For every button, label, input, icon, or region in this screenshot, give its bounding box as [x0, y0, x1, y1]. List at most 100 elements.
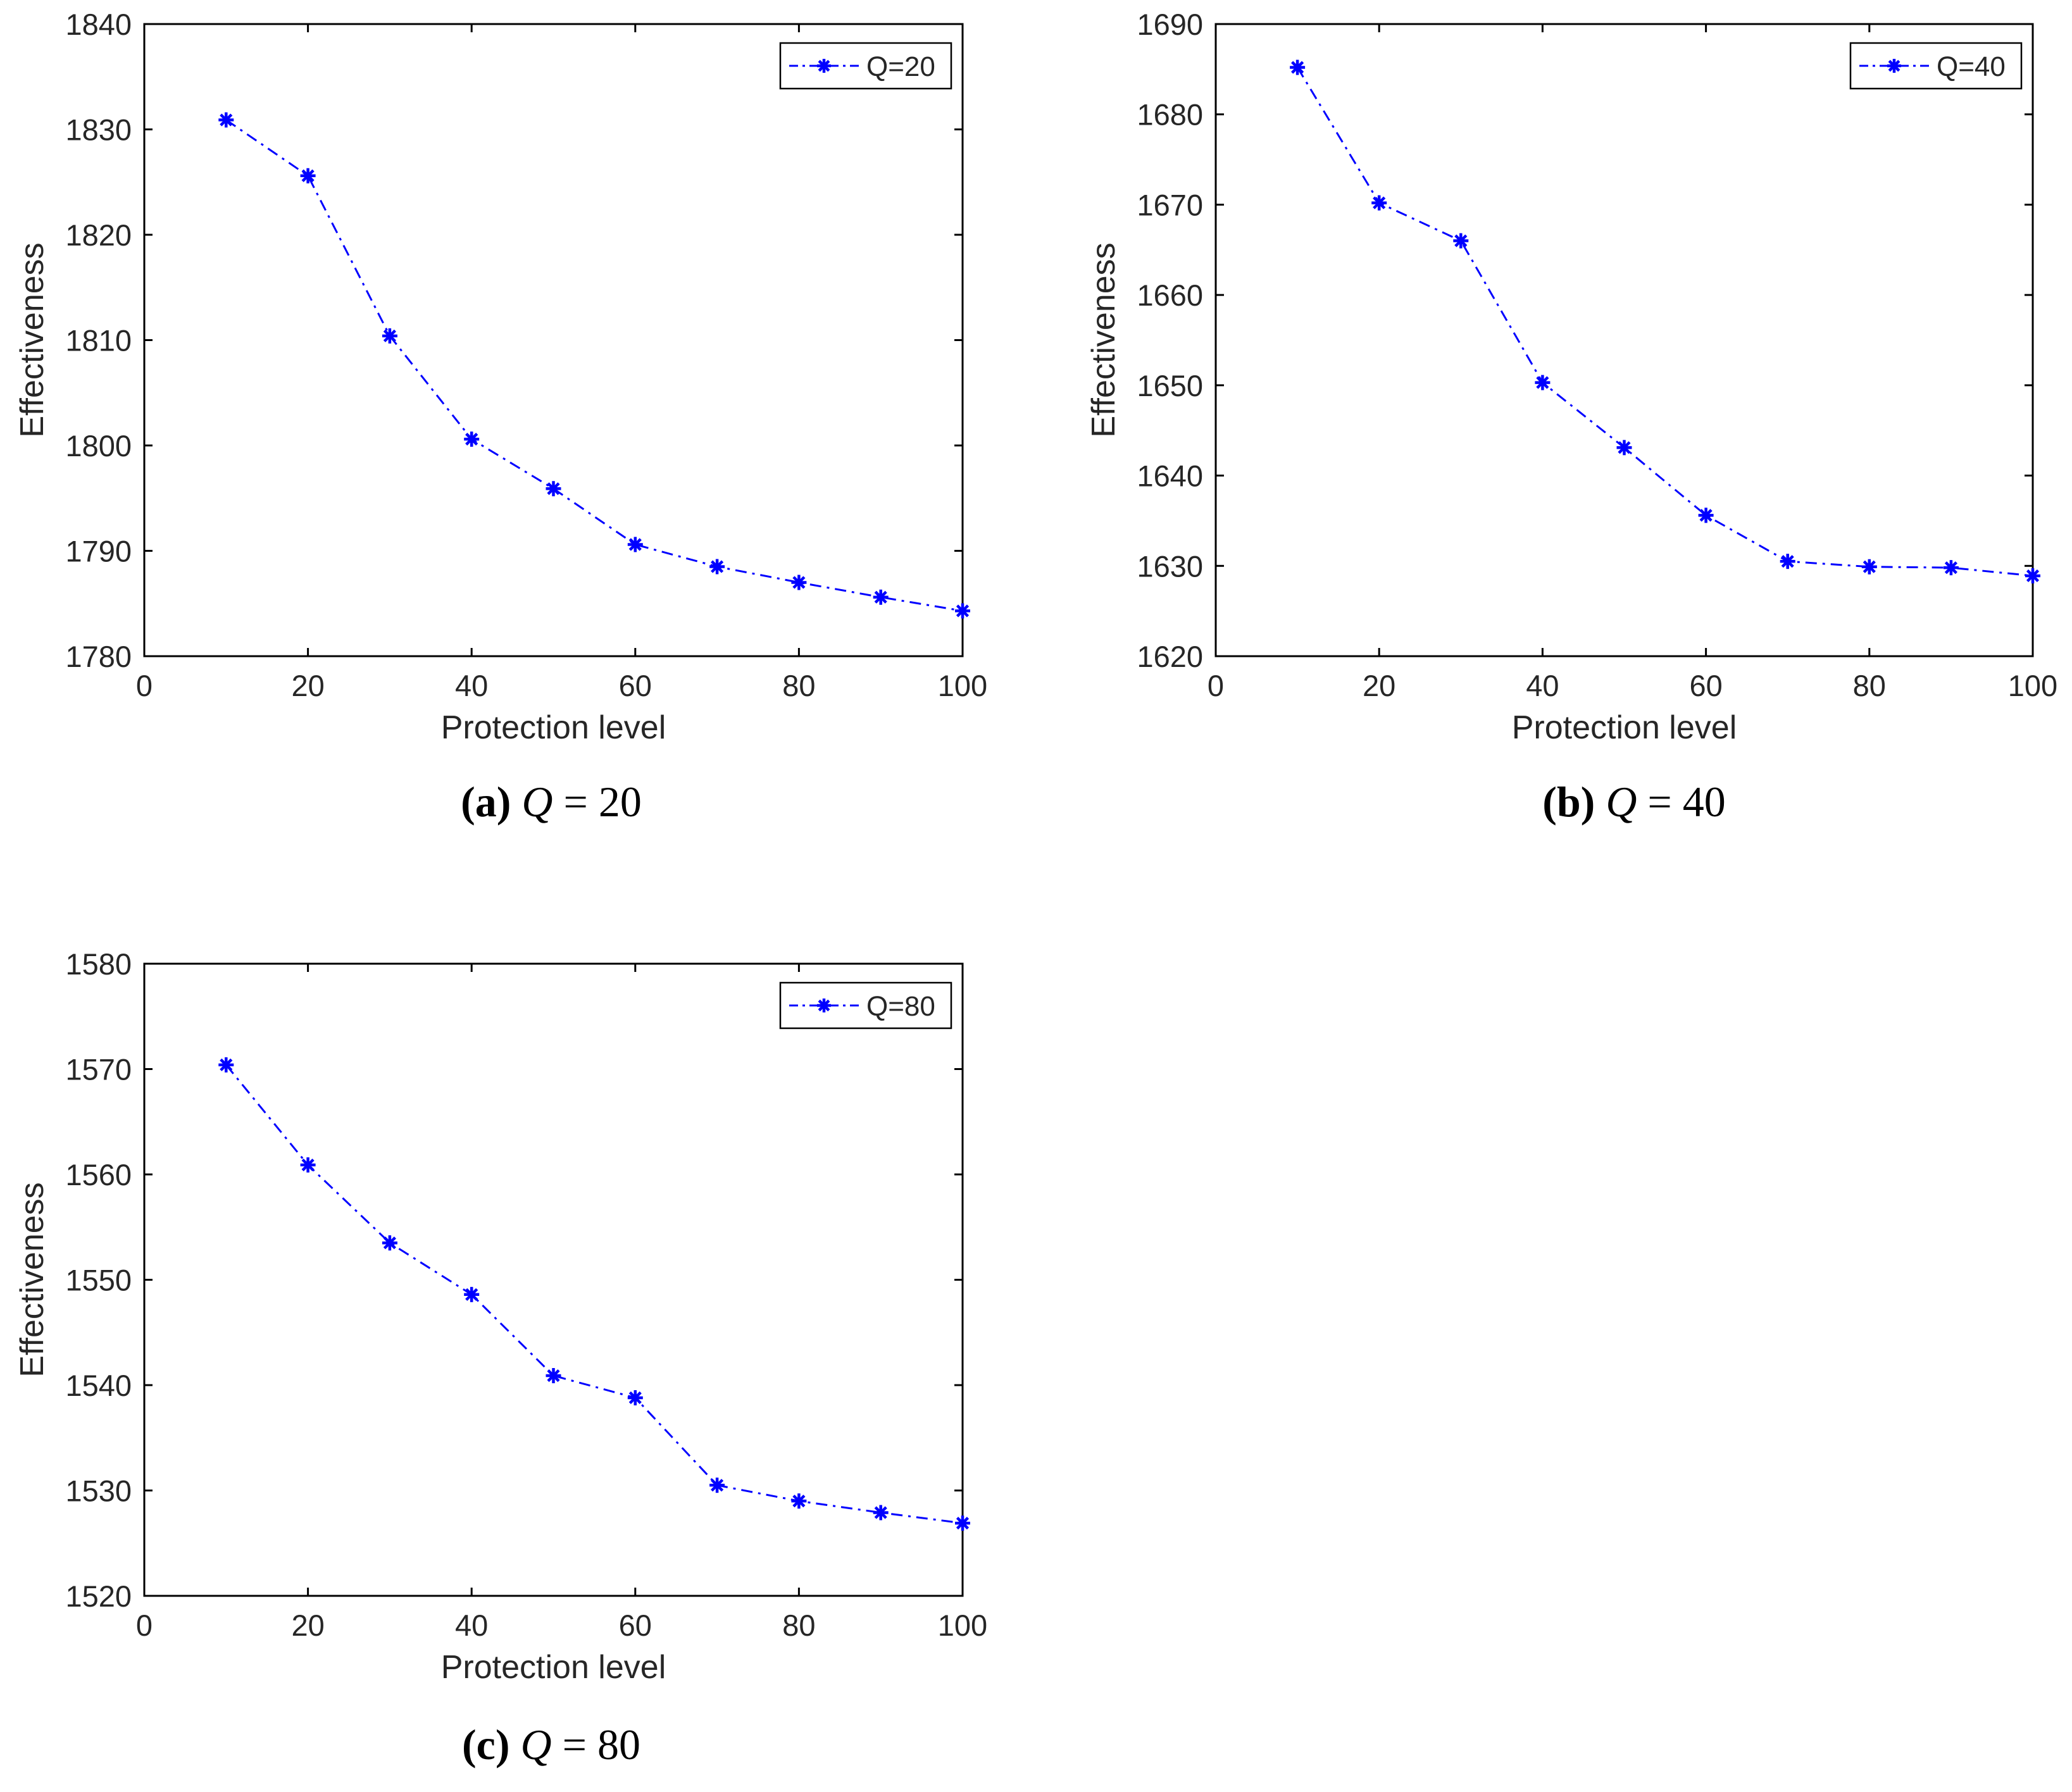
caption-variable: Q: [521, 778, 553, 826]
plot-area: [1214, 23, 2034, 657]
y-tick-label: 1690: [1137, 8, 1203, 41]
data-point: [627, 537, 643, 552]
legend: Q=40: [1849, 42, 2023, 90]
series-line: [225, 1064, 963, 1524]
data-point: [873, 589, 889, 605]
x-tick-label: 80: [782, 669, 815, 702]
y-tick-label: 1570: [65, 1053, 132, 1086]
data-point: [709, 559, 725, 575]
data-point: [1698, 507, 1714, 523]
caption-variable: Q: [520, 1720, 552, 1769]
legend: Q=80: [779, 981, 952, 1030]
data-point: [709, 1478, 725, 1493]
legend-marker: [1887, 59, 1901, 73]
chart-c: 0 20 40 60 80 100 1520 1530 1540 1550 1560 1570 1580…: [14, 947, 987, 1686]
x-tick-label: 100: [938, 669, 987, 702]
y-tick-label: 1780: [65, 640, 132, 673]
data-point: [382, 1235, 397, 1251]
y-axis-label: Effectiveness: [1085, 242, 1122, 437]
caption-variable: Q: [1606, 778, 1637, 826]
x-tick-label: 80: [782, 1608, 815, 1642]
x-tick-label: 40: [455, 1608, 488, 1642]
y-tick-label: 1550: [65, 1264, 132, 1297]
data-point: [300, 1157, 316, 1173]
series-line: [225, 119, 963, 612]
data-point: [2025, 568, 2040, 583]
y-tick-label: 1820: [65, 218, 132, 252]
x-tick-label: 20: [291, 1608, 324, 1642]
x-tick-label: 20: [291, 669, 324, 702]
y-tick-label: 1830: [65, 113, 132, 147]
y-tick-label: 1670: [1137, 188, 1203, 221]
data-point: [546, 481, 561, 497]
caption-value: 80: [597, 1720, 640, 1769]
legend-marker: [817, 999, 831, 1012]
caption-b: (b) Q = 40: [1542, 777, 1726, 827]
x-tick-label: 20: [1363, 669, 1395, 702]
chart-b: 0 20 40 60 80 100 1620 1630 1640 1650 1660 1670 1680…: [1085, 8, 2057, 746]
data-point: [1780, 554, 1795, 569]
x-axis-label: Protection level: [441, 1649, 666, 1686]
x-tick-label: 80: [1853, 669, 1886, 702]
x-tick-label: 0: [1208, 669, 1224, 702]
x-tick-label: 0: [136, 1608, 153, 1642]
legend-marker: [817, 59, 831, 73]
y-tick-label: 1580: [65, 947, 132, 981]
legend-box: [1849, 42, 2023, 90]
x-tick-label: 60: [619, 1608, 652, 1642]
y-tick-label: 1620: [1137, 640, 1203, 673]
legend-box: [779, 42, 952, 90]
caption-equals: =: [562, 1720, 587, 1769]
caption-equals: =: [1647, 778, 1672, 826]
data-point: [873, 1505, 889, 1521]
series-line: [1296, 66, 2033, 577]
caption-tag: (b): [1542, 778, 1595, 826]
x-tick-label: 100: [938, 1608, 987, 1642]
caption-value: 20: [598, 778, 642, 826]
data-point: [791, 575, 807, 590]
data-point: [1616, 440, 1632, 456]
x-tick-label: 60: [1689, 669, 1722, 702]
data-point: [464, 432, 480, 447]
x-tick-label: 60: [619, 669, 652, 702]
x-tick-label: 40: [1526, 669, 1559, 702]
caption-c: (c) Q = 80: [462, 1720, 640, 1770]
data-point: [464, 1286, 480, 1302]
data-point: [1371, 195, 1387, 211]
caption-a: (a) Q = 20: [461, 777, 642, 827]
y-axis-label: Effectiveness: [14, 1182, 51, 1377]
data-point: [791, 1493, 807, 1509]
y-tick-label: 1650: [1137, 369, 1203, 402]
y-tick-label: 1530: [65, 1474, 132, 1508]
data-point: [382, 328, 397, 344]
plot-area: [143, 962, 964, 1597]
y-tick-label: 1560: [65, 1158, 132, 1192]
y-tick-label: 1540: [65, 1369, 132, 1402]
y-tick-label: 1660: [1137, 278, 1203, 312]
caption-tag: (a): [461, 778, 511, 826]
x-axis-label: Protection level: [1512, 709, 1737, 746]
data-point: [546, 1368, 561, 1384]
data-point: [955, 603, 970, 619]
x-tick-label: 40: [455, 669, 488, 702]
caption-equals: =: [563, 778, 588, 826]
data-point: [218, 1057, 234, 1073]
x-axis-label: Protection level: [441, 709, 666, 746]
data-point: [1453, 233, 1469, 249]
y-tick-label: 1630: [1137, 549, 1203, 583]
data-point: [955, 1515, 970, 1531]
legend-box: [779, 981, 952, 1030]
legend-label: Q=80: [866, 991, 935, 1022]
data-point: [1290, 59, 1306, 75]
x-tick-label: 0: [136, 669, 153, 702]
legend-label: Q=40: [1937, 51, 2006, 82]
y-tick-label: 1840: [65, 8, 132, 41]
y-tick-label: 1800: [65, 429, 132, 463]
y-tick-label: 1810: [65, 324, 132, 358]
y-tick-label: 1520: [65, 1579, 132, 1613]
chart-a: 0 20 40 60 80 100 1780 1790 1800 1810 1820 1830 1840…: [14, 8, 987, 746]
legend-label: Q=20: [866, 51, 935, 82]
y-tick-label: 1680: [1137, 98, 1203, 132]
caption-value: 40: [1682, 778, 1726, 826]
